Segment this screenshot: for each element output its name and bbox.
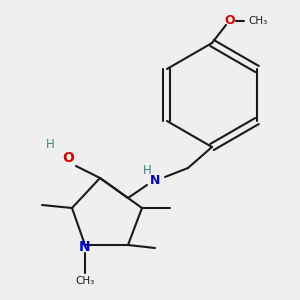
Text: O: O <box>62 151 74 165</box>
Text: O: O <box>225 14 235 28</box>
Text: CH₃: CH₃ <box>75 276 94 286</box>
Text: N: N <box>79 240 91 254</box>
Text: H: H <box>46 137 54 151</box>
Text: H: H <box>142 164 152 176</box>
Text: N: N <box>150 173 160 187</box>
Text: CH₃: CH₃ <box>248 16 268 26</box>
